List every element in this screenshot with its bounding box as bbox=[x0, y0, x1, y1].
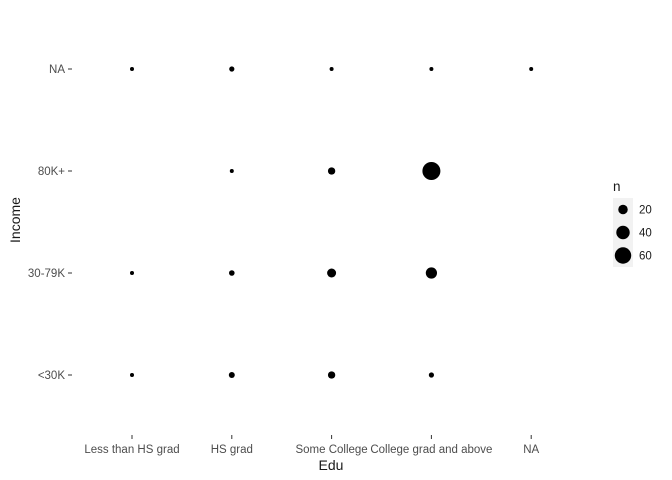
point-college-grad-and-above-30-79k bbox=[425, 267, 438, 279]
point-college-grad-and-above-30k bbox=[428, 372, 434, 378]
legend-label-60: 60 bbox=[639, 251, 652, 263]
point-some-college-80k bbox=[327, 167, 336, 175]
plot-area bbox=[130, 66, 534, 379]
y-tick-label-80k: 80K+ bbox=[38, 166, 65, 178]
point-hs-grad-30k bbox=[228, 372, 235, 378]
point-some-college-na bbox=[329, 67, 334, 71]
legend-label-20: 20 bbox=[639, 205, 652, 217]
y-tick-label-na: NA bbox=[49, 64, 65, 76]
legend-key-60 bbox=[614, 247, 632, 264]
x-tick-label-college-grad-and-above: College grad and above bbox=[370, 444, 492, 456]
legend: n 20 40 60 bbox=[613, 179, 652, 267]
point-some-college-30k bbox=[327, 371, 336, 379]
y-axis: <30K 30-79K 80K+ NA bbox=[28, 64, 72, 382]
legend-key-40 bbox=[616, 225, 630, 240]
x-tick-label-some-college: Some College bbox=[295, 444, 367, 456]
point-hs-grad-na bbox=[229, 66, 235, 72]
x-tick-label-hs-grad: HS grad bbox=[211, 444, 253, 456]
point-college-grad-and-above-80k bbox=[422, 162, 441, 180]
legend-title: n bbox=[613, 179, 621, 194]
x-tick-label-na: NA bbox=[523, 444, 539, 456]
x-axis: Less than HS grad HS grad Some College Coll… bbox=[84, 435, 540, 456]
legend-label-40: 40 bbox=[639, 228, 652, 240]
y-tick-label-30-79k: 30-79K bbox=[28, 268, 65, 280]
y-tick-label-30k: <30K bbox=[38, 370, 66, 382]
x-axis-title: Edu bbox=[319, 457, 344, 473]
point-hs-grad-80k bbox=[229, 169, 234, 173]
point-hs-grad-30-79k bbox=[228, 270, 235, 276]
point-less-than-hs-grad-na bbox=[130, 67, 134, 71]
point-na-na bbox=[529, 67, 534, 71]
point-less-than-hs-grad-30-79k bbox=[130, 271, 134, 275]
point-some-college-30-79k bbox=[327, 268, 337, 278]
legend-key-20 bbox=[618, 204, 628, 215]
point-less-than-hs-grad-30k bbox=[130, 373, 134, 377]
point-college-grad-and-above-na bbox=[429, 67, 434, 71]
y-axis-title: Income bbox=[7, 197, 23, 243]
x-tick-label-less-than-hs-grad: Less than HS grad bbox=[84, 444, 179, 456]
